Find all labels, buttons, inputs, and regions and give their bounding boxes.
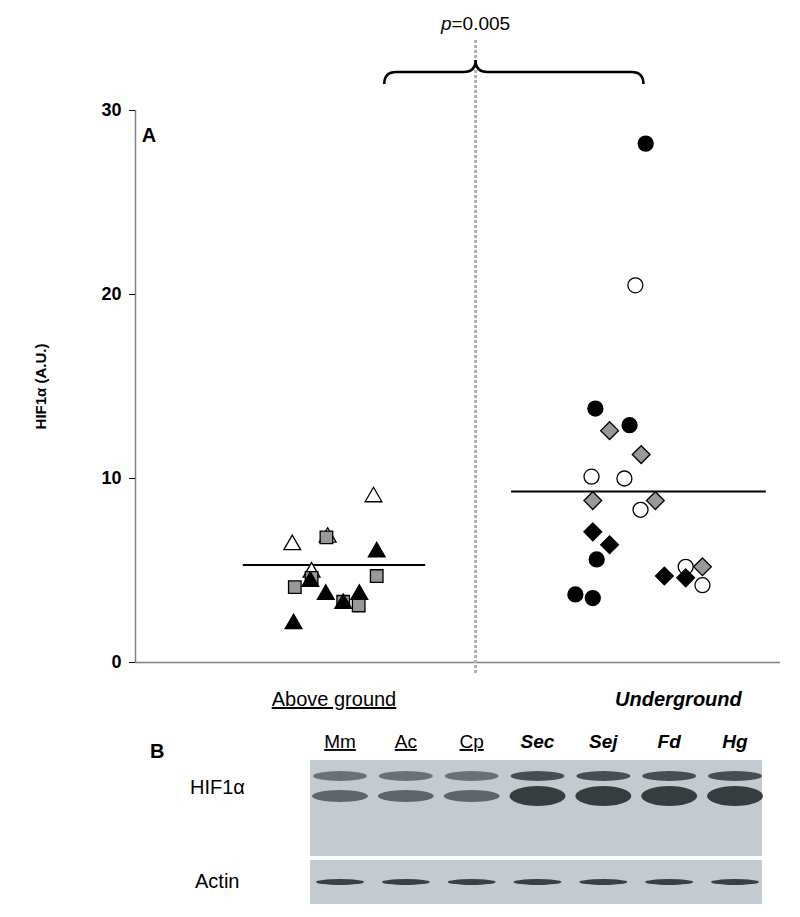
svg-text:Sej: Sej <box>589 731 618 752</box>
svg-text:A: A <box>142 124 156 146</box>
svg-text:HIF1α (A.U.): HIF1α (A.U.) <box>32 344 49 430</box>
svg-text:p=0.005: p=0.005 <box>440 13 510 34</box>
svg-text:Hg: Hg <box>722 731 748 752</box>
svg-text:20: 20 <box>101 284 121 304</box>
svg-text:Fd: Fd <box>658 731 682 752</box>
svg-text:HIF1α: HIF1α <box>190 776 245 798</box>
svg-text:0: 0 <box>111 652 121 672</box>
svg-text:Mm: Mm <box>324 731 356 752</box>
svg-text:Underground: Underground <box>615 688 742 710</box>
svg-text:30: 30 <box>101 100 121 120</box>
svg-text:Actin: Actin <box>195 870 239 892</box>
svg-text:Ac: Ac <box>395 731 417 752</box>
svg-text:10: 10 <box>101 468 121 488</box>
svg-text:Above ground: Above ground <box>272 688 397 710</box>
svg-text:B: B <box>150 740 164 762</box>
svg-text:Cp: Cp <box>460 731 484 752</box>
svg-text:Sec: Sec <box>521 731 555 752</box>
